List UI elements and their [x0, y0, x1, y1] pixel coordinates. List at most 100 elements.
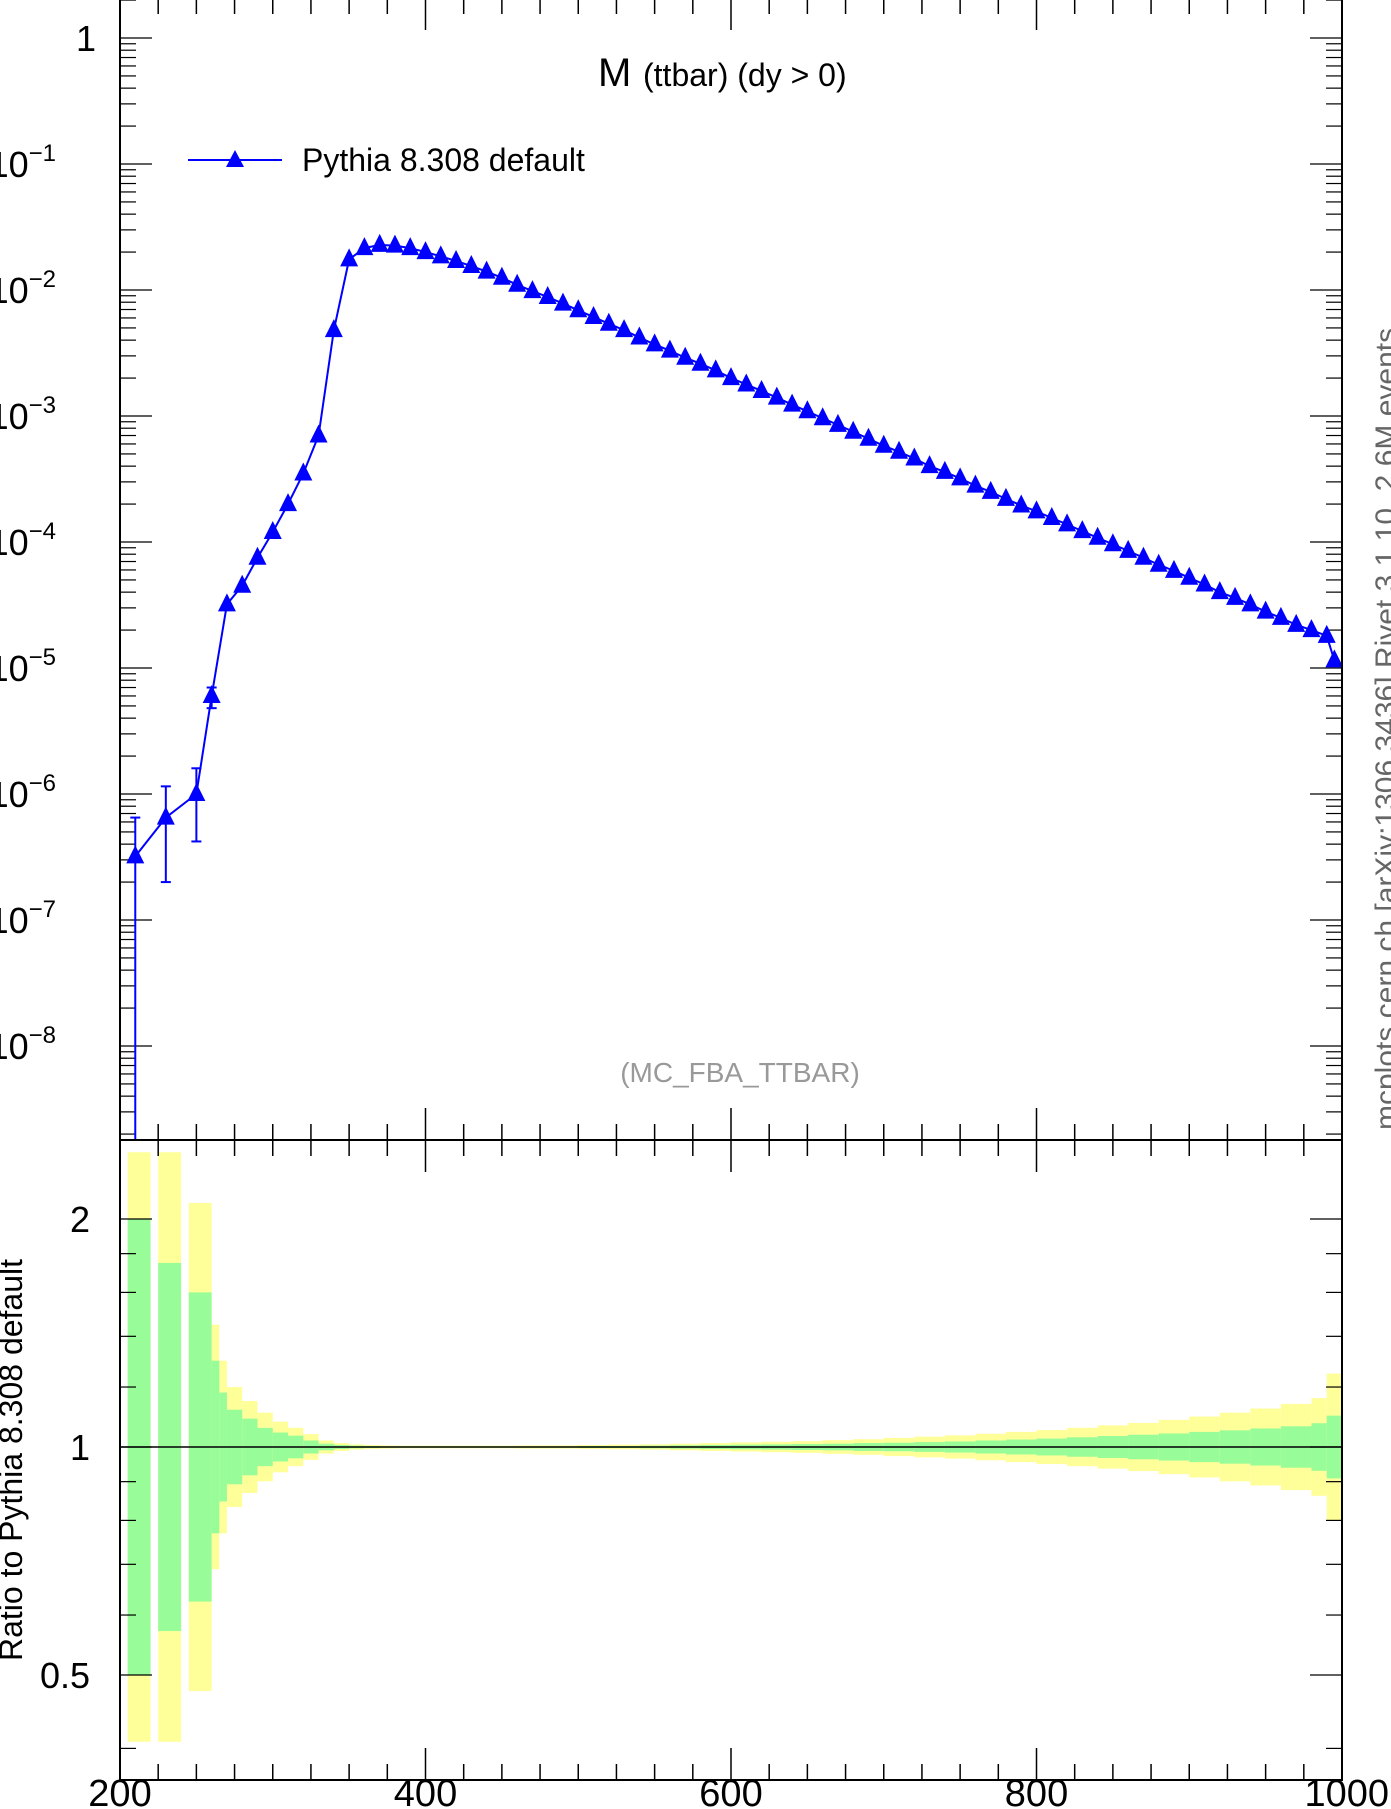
- data-point: [630, 326, 649, 345]
- y-tick-label: 10−5: [0, 644, 56, 689]
- x-tick-label: 1000: [1304, 1773, 1389, 1809]
- y-tick-exponent: −3: [29, 392, 56, 419]
- ratio-tick-label: 0.5: [40, 1655, 90, 1696]
- ratio-tick-labels: 210.5: [40, 1199, 90, 1696]
- data-point: [1256, 600, 1275, 619]
- data-point: [187, 783, 206, 801]
- data-point: [859, 427, 878, 446]
- data-point: [1073, 520, 1092, 539]
- y-tick-label: 10−7: [0, 896, 56, 941]
- x-tick-label: 200: [88, 1773, 151, 1809]
- data-point: [477, 260, 496, 279]
- data-point: [615, 319, 634, 338]
- data-point: [660, 339, 679, 358]
- ratio-y-axis-label: Ratio to Pythia 8.308 default: [0, 1259, 29, 1661]
- data-point: [1134, 546, 1153, 565]
- data-point: [813, 407, 832, 426]
- data-point: [523, 280, 542, 299]
- data-point: [553, 292, 572, 311]
- legend-label: Pythia 8.308 default: [302, 142, 585, 178]
- data-point: [1325, 649, 1342, 668]
- side-label: mcplots.cern.ch [arXiv:1306.3436] Rivet …: [1370, 328, 1391, 1130]
- ratio-tick-label: 2: [70, 1199, 90, 1240]
- data-point: [156, 806, 175, 825]
- data-point: [905, 447, 924, 466]
- data-point: [233, 574, 252, 593]
- data-point: [508, 273, 527, 292]
- data-point: [370, 233, 389, 252]
- y-tick-exponent: −7: [29, 896, 56, 923]
- ratio-frame: [119, 1139, 1343, 1781]
- data-point: [1287, 613, 1306, 632]
- data-point: [981, 480, 1000, 499]
- y-tick-exponent: −4: [29, 518, 56, 545]
- data-point: [1088, 526, 1107, 545]
- data-point: [1103, 533, 1122, 552]
- data-point: [1241, 593, 1260, 612]
- data-point: [874, 434, 893, 453]
- y-tick-exponent: −6: [29, 770, 56, 797]
- y-tick-label: 10−2: [0, 266, 56, 311]
- y-tick-exponent: −2: [29, 266, 56, 293]
- data-series: [126, 233, 1342, 1140]
- legend-marker: [226, 150, 244, 167]
- data-point: [1149, 553, 1168, 572]
- data-point: [722, 367, 740, 386]
- data-point: [767, 386, 786, 405]
- data-point: [1164, 559, 1183, 578]
- y-tick-exponent: −5: [29, 644, 56, 671]
- y-tick-exponent: −1: [29, 140, 56, 167]
- data-point: [279, 493, 298, 512]
- data-point: [1210, 581, 1229, 600]
- data-point: [202, 684, 221, 703]
- data-point: [1271, 606, 1290, 625]
- data-point: [1180, 566, 1199, 585]
- x-tick-label: 400: [394, 1773, 457, 1809]
- x-tick-labels: 200 400 600 800 1000: [88, 1773, 1389, 1809]
- data-point: [401, 237, 420, 256]
- analysis-label: (MC_FBA_TTBAR): [620, 1057, 860, 1088]
- data-point: [584, 306, 603, 325]
- data-point: [1012, 494, 1031, 513]
- data-point: [996, 487, 1015, 506]
- data-point: [951, 467, 970, 486]
- data-point: [385, 234, 404, 253]
- data-point: [294, 462, 313, 481]
- data-point: [248, 546, 267, 565]
- legend: Pythia 8.308 default: [188, 142, 585, 178]
- data-point: [462, 255, 481, 274]
- data-point: [798, 400, 817, 419]
- data-point: [340, 248, 359, 267]
- data-point: [538, 285, 557, 304]
- data-point: [217, 593, 236, 612]
- data-point: [828, 413, 847, 432]
- data-point: [355, 237, 374, 256]
- chart-title: M: [598, 51, 631, 95]
- chart-title-rest: (ttbar) (dy > 0): [643, 57, 847, 93]
- data-point: [309, 424, 328, 443]
- data-point: [1302, 619, 1321, 638]
- data-point: [645, 333, 664, 352]
- y-tick-label: 10−3: [0, 392, 56, 437]
- data-point: [324, 319, 343, 338]
- series-line: [134, 243, 1336, 857]
- y-tick-label: 10−4: [0, 518, 56, 563]
- data-point: [966, 474, 985, 493]
- y-tick-label: 10−1: [0, 140, 56, 185]
- data-point: [1027, 500, 1046, 519]
- data-point: [263, 521, 282, 540]
- data-point: [1042, 507, 1061, 526]
- data-point: [752, 379, 771, 398]
- y-tick-label: 1: [76, 18, 96, 59]
- data-point: [1058, 513, 1077, 532]
- data-point: [935, 460, 954, 479]
- data-point: [599, 312, 618, 331]
- data-point: [416, 241, 435, 260]
- x-tick-label: 800: [1005, 1773, 1068, 1809]
- data-point: [569, 299, 588, 318]
- data-point: [691, 352, 710, 371]
- data-point: [492, 266, 511, 285]
- data-point: [844, 420, 863, 439]
- y-tick-label: 10−8: [0, 1022, 56, 1067]
